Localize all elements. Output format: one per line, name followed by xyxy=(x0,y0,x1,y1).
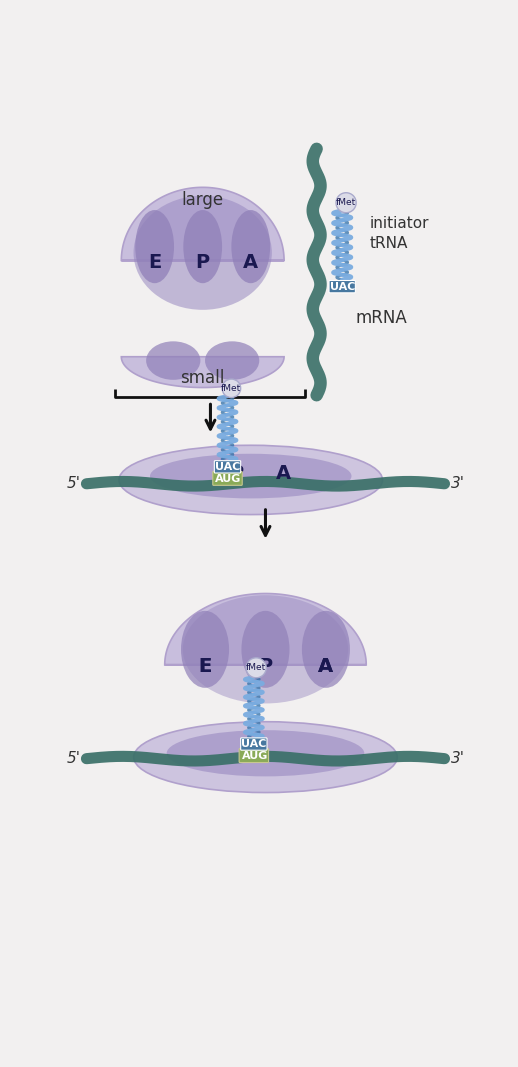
Circle shape xyxy=(246,657,266,678)
Polygon shape xyxy=(121,188,284,260)
Ellipse shape xyxy=(205,341,260,380)
Ellipse shape xyxy=(134,195,272,309)
Text: 3': 3' xyxy=(451,751,465,766)
FancyBboxPatch shape xyxy=(329,281,355,292)
Text: fMet: fMet xyxy=(221,384,241,393)
Ellipse shape xyxy=(167,730,364,777)
FancyBboxPatch shape xyxy=(241,738,267,750)
Polygon shape xyxy=(121,356,284,387)
Text: A: A xyxy=(319,657,334,675)
Text: P: P xyxy=(258,657,272,675)
Ellipse shape xyxy=(302,610,350,688)
Text: initiator
tRNA: initiator tRNA xyxy=(369,217,429,251)
Text: A: A xyxy=(319,657,334,675)
Polygon shape xyxy=(165,593,366,665)
Text: UAC: UAC xyxy=(215,462,240,472)
Ellipse shape xyxy=(183,210,222,283)
Text: fMet: fMet xyxy=(336,198,356,207)
Text: A: A xyxy=(276,464,291,483)
Ellipse shape xyxy=(135,210,174,283)
Text: large: large xyxy=(182,191,224,209)
Text: UAC: UAC xyxy=(241,739,267,749)
Ellipse shape xyxy=(119,445,382,514)
Text: 5': 5' xyxy=(66,476,80,491)
Ellipse shape xyxy=(183,595,348,703)
FancyBboxPatch shape xyxy=(239,749,268,763)
Text: E: E xyxy=(198,657,212,675)
Ellipse shape xyxy=(134,721,397,793)
Text: E: E xyxy=(198,657,212,675)
Ellipse shape xyxy=(241,610,290,688)
Text: fMet: fMet xyxy=(246,664,266,672)
Ellipse shape xyxy=(181,610,229,688)
Text: 5': 5' xyxy=(66,751,80,766)
Ellipse shape xyxy=(150,453,352,498)
Ellipse shape xyxy=(146,341,200,380)
Text: mRNA: mRNA xyxy=(355,309,407,328)
Circle shape xyxy=(222,379,241,398)
Text: AUG: AUG xyxy=(241,751,268,762)
FancyBboxPatch shape xyxy=(214,461,241,473)
Text: UAC: UAC xyxy=(329,282,355,291)
Text: AUG: AUG xyxy=(215,474,241,484)
Text: A: A xyxy=(243,253,258,271)
Text: P: P xyxy=(230,464,244,483)
Text: P: P xyxy=(196,253,210,271)
Text: 3': 3' xyxy=(451,476,465,491)
Text: small: small xyxy=(180,369,225,387)
FancyBboxPatch shape xyxy=(213,472,242,485)
Text: E: E xyxy=(148,253,161,271)
Circle shape xyxy=(336,193,356,212)
Ellipse shape xyxy=(232,210,270,283)
